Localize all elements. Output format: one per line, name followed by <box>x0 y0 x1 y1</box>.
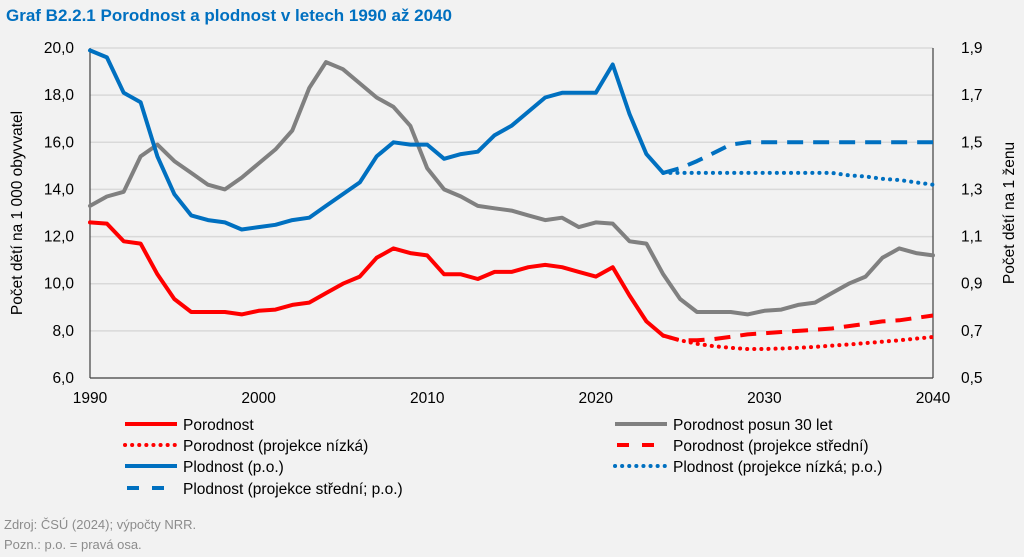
series-line-porodnost-projekce-st-edn- <box>662 313 934 343</box>
y-tick-label: 10,0 <box>44 276 75 293</box>
y2-tick-label: 1,5 <box>961 134 983 151</box>
axis-note: Pozn.: p.o. = pravá osa. <box>4 537 142 552</box>
y2-tick-label: 1,9 <box>961 40 983 57</box>
series-line-plodnost-projekce-st-edn-p-o- <box>662 140 933 175</box>
legend-label: Porodnost <box>183 417 254 434</box>
y-tick-label: 8,0 <box>52 323 74 340</box>
source-note: Zdroj: ČSÚ (2024); výpočty NRR. <box>4 517 197 532</box>
x-tick-label: 2000 <box>241 390 276 407</box>
y-tick-label: 6,0 <box>52 370 74 387</box>
x-tick-label: 2020 <box>579 390 614 407</box>
y2-tick-label: 1,1 <box>961 229 983 246</box>
chart-title: Graf B2.2.1 Porodnost a plodnost v letec… <box>6 6 452 25</box>
y-tick-label: 18,0 <box>44 87 75 104</box>
legend-label: Plodnost (p.o.) <box>183 459 284 476</box>
legend-label: Porodnost (projekce střední) <box>673 438 869 455</box>
y-tick-label: 16,0 <box>44 134 75 151</box>
y-tick-label: 12,0 <box>44 229 75 246</box>
y2-tick-label: 0,9 <box>961 276 983 293</box>
y2-tick-label: 1,7 <box>961 87 983 104</box>
y2-axis-label: Počet dětí na 1 ženu <box>1001 142 1018 284</box>
legend-label: Porodnost posun 30 let <box>673 417 833 434</box>
x-tick-label: 2010 <box>410 390 445 407</box>
y-axis-label: Počet dětí na 1 000 obyvvatel <box>9 111 26 315</box>
legend-label: Porodnost (projekce nízká) <box>183 438 368 455</box>
series-line-porodnost <box>88 220 666 338</box>
y-tick-label: 14,0 <box>44 181 75 198</box>
y-tick-label: 20,0 <box>44 40 75 57</box>
y2-tick-label: 1,3 <box>961 181 983 198</box>
legend-label: Plodnost (projekce střední; p.o.) <box>183 481 403 498</box>
x-tick-label: 2040 <box>916 390 951 407</box>
series-line-porodnost-posun-30-let <box>88 60 935 317</box>
series-line-porodnost-projekce-n-zk- <box>661 333 935 351</box>
series-line-plodnost-p-o- <box>88 48 666 232</box>
x-tick-label: 2030 <box>747 390 782 407</box>
legend-label: Plodnost (projekce nízká; p.o.) <box>673 459 882 476</box>
x-tick-label: 1990 <box>73 390 108 407</box>
y2-tick-label: 0,5 <box>961 370 983 387</box>
series-line-plodnost-projekce-n-zk-p-o- <box>661 170 935 187</box>
y2-tick-label: 0,7 <box>961 323 983 340</box>
